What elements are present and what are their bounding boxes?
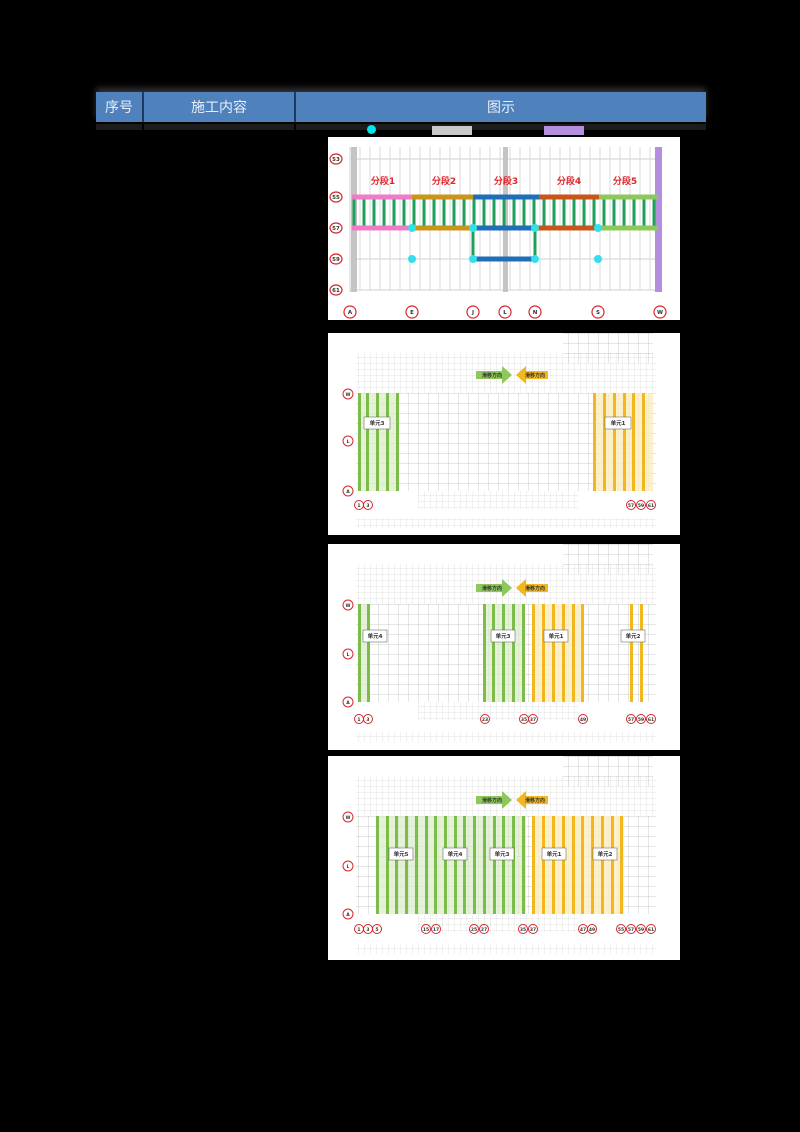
col-axis-label: A [348, 310, 353, 316]
sliding-stage-2-figure: 单元4 单元3 单元1 单元2 滑移方向 滑移方向 W L A 1 3 23 3… [328, 544, 680, 750]
row-axis-label: 59 [332, 257, 340, 263]
col-axis-label: 49 [589, 927, 595, 933]
row-axis-label: L [347, 652, 350, 658]
arrow-right-label: 滑移方向 [482, 797, 502, 804]
row-axis-label: W [346, 392, 351, 398]
arrow-left-label: 滑移方向 [525, 372, 545, 379]
legend-gray-bar-icon [432, 126, 472, 135]
col-axis-label: 3 [366, 927, 369, 933]
arrow-right-label: 滑移方向 [482, 585, 502, 592]
segment-label-3: 分段3 [494, 175, 518, 187]
legend-node-dot-icon [367, 125, 376, 134]
unit-label: 单元5 [394, 850, 409, 858]
unit-label: 单元2 [598, 850, 613, 858]
row-axis-label: W [346, 603, 351, 609]
col-axis-label: L [503, 310, 507, 316]
col-axis-label: 1 [357, 503, 360, 509]
legend-purple-bar-icon [544, 126, 584, 135]
col-axis-label: 61 [648, 717, 654, 723]
unit-label: 单元1 [547, 850, 562, 858]
col-axis-label: 35 [520, 927, 526, 933]
col-axis-label: E [410, 310, 414, 316]
row-axis-label: 61 [332, 288, 340, 294]
unit-label: 单元4 [448, 850, 463, 858]
unit-label: 单元4 [368, 632, 383, 640]
col-axis-label: 49 [580, 717, 586, 723]
col-axis-label: 37 [530, 927, 536, 933]
col-axis-label: N [533, 310, 538, 316]
row-axis-label: A [346, 700, 350, 706]
header-index: 序号 [96, 92, 144, 122]
arrow-left-label: 滑移方向 [525, 797, 545, 804]
segment-label-4: 分段4 [557, 175, 581, 187]
arrow-right-label: 滑移方向 [482, 372, 502, 379]
col-axis-label: 23 [482, 717, 488, 723]
segment-label-1: 分段1 [371, 175, 395, 187]
col-axis-label: 61 [648, 503, 654, 509]
segment-label-5: 分段5 [613, 175, 637, 187]
col-axis-label: 17 [433, 927, 439, 933]
col-axis-label: 25 [471, 927, 477, 933]
row-axis-label: L [347, 439, 350, 445]
col-axis-label: 3 [366, 503, 369, 509]
arrow-left-label: 滑移方向 [525, 585, 545, 592]
col-axis-label: 57 [628, 503, 634, 509]
unit-label: 单元3 [495, 850, 510, 858]
table-header-row: 序号 施工内容 图示 [96, 92, 706, 122]
row-axis-label: L [347, 864, 350, 870]
segment-label-2: 分段2 [432, 175, 456, 187]
row-axis-label: A [346, 489, 350, 495]
row-axis-label: 55 [332, 195, 340, 201]
sliding-stage-1-figure: 单元3 单元1 滑移方向 滑移方向 W L A 1 3 57 59 61 [328, 333, 680, 535]
col-axis-label: 35 [521, 717, 527, 723]
unit-label: 单元2 [626, 632, 641, 640]
row-axis-label: W [346, 815, 351, 821]
col-axis-label: 59 [638, 503, 644, 509]
row-axis-label: 53 [332, 157, 340, 163]
col-axis-label: 37 [530, 717, 536, 723]
col-axis-label: 47 [580, 927, 586, 933]
header-content: 施工内容 [144, 92, 296, 122]
unit-label: 单元3 [370, 419, 385, 427]
col-axis-label: 55 [618, 927, 624, 933]
segment-plan-figure: 分段1 分段2 分段3 分段4 分段5 53 55 57 59 61 A E J… [328, 137, 680, 320]
col-axis-label: 57 [628, 717, 634, 723]
col-axis-label: 61 [648, 927, 654, 933]
row-axis-label: 57 [332, 226, 340, 232]
col-axis-label: 3 [366, 717, 369, 723]
sliding-stage-3-figure: 单元5 单元4 单元3 单元1 单元2 滑移方向 滑移方向 W L A 1 3 … [328, 756, 680, 960]
col-axis-label: W [657, 310, 663, 316]
unit-label: 单元1 [611, 419, 626, 427]
unit-label: 单元1 [549, 632, 564, 640]
row-axis-label: A [346, 912, 350, 918]
header-figure: 图示 [296, 92, 706, 122]
col-axis-label: 5 [375, 927, 378, 933]
header-shadow-row [96, 124, 706, 130]
col-axis-label: J [471, 310, 474, 316]
col-axis-label: S [596, 310, 600, 316]
col-axis-label: 57 [628, 927, 634, 933]
col-axis-label: 59 [638, 717, 644, 723]
col-axis-label: 1 [357, 927, 360, 933]
col-axis-label: 15 [423, 927, 429, 933]
unit-label: 单元3 [496, 632, 511, 640]
col-axis-label: 27 [481, 927, 487, 933]
col-axis-label: 59 [638, 927, 644, 933]
col-axis-label: 1 [357, 717, 360, 723]
